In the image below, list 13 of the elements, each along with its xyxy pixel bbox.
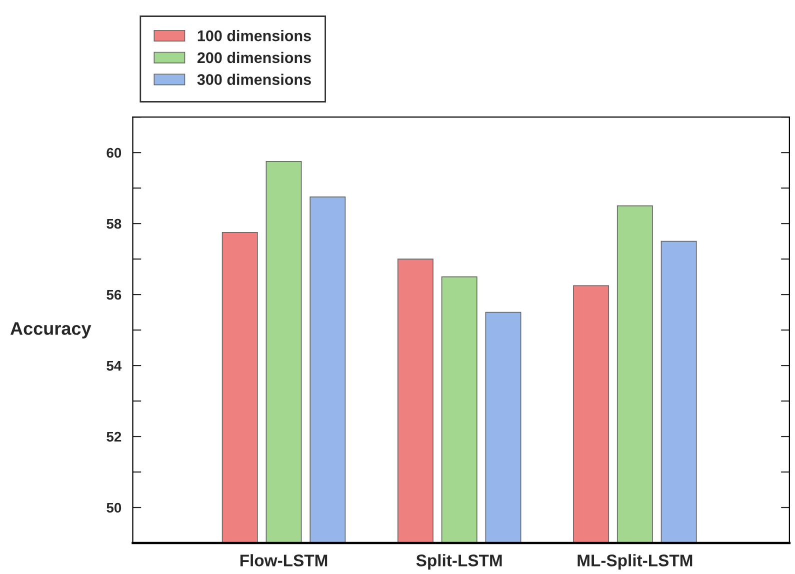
y-tick-label: 52 (106, 432, 122, 442)
x-tick-label: ML-Split-LSTM (578, 554, 692, 570)
y-tick-label: 58 (106, 218, 122, 229)
y-tick-label: 60 (106, 148, 122, 158)
legend-label: 200 dimensions (197, 52, 311, 64)
x-tick-label: Flow-LSTM (240, 554, 328, 566)
legend-label: 300 dimensions (197, 74, 311, 86)
x-tick-label: Split-LSTM (416, 554, 502, 570)
legend-label: 100 dimensions (198, 30, 311, 42)
y-tick-label: 56 (106, 290, 122, 300)
y-axis-title: Accuracy (10, 322, 92, 338)
y-tick-label: 50 (106, 502, 122, 513)
y-tick-label: 54 (106, 361, 122, 371)
